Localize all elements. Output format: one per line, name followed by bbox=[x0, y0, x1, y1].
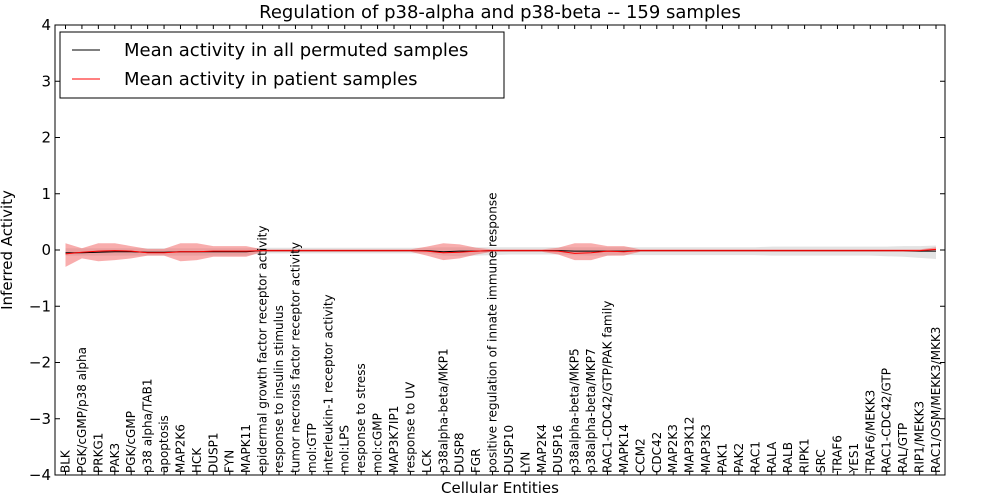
x-tick-label: FYN bbox=[223, 450, 237, 473]
x-axis-ticks: BLK PGK/cGMP/p38 alpha PRKG1 PAK3 PGK/cGMP p3… bbox=[59, 25, 943, 475]
x-tick-label: DUSP10 bbox=[502, 425, 516, 473]
x-tick-label: TRAF6 bbox=[831, 435, 845, 474]
y-tick-label: −4 bbox=[29, 466, 51, 484]
x-tick-label: MAP2K4 bbox=[535, 424, 549, 473]
patient-mean-line bbox=[65, 248, 937, 255]
y-tick-label: −2 bbox=[29, 354, 51, 372]
x-tick-label: PRKG1 bbox=[91, 433, 105, 473]
x-tick-label: mol:GTP bbox=[305, 423, 319, 473]
x-tick-label: YES1 bbox=[847, 443, 861, 474]
x-tick-label: p38alpha-beta/MKP7 bbox=[584, 348, 598, 473]
legend-box bbox=[59, 31, 505, 99]
x-tick-label: MAPK11 bbox=[239, 424, 253, 473]
legend: Mean activity in all permuted samples Mea… bbox=[59, 31, 505, 99]
x-tick-label: HCK bbox=[190, 447, 204, 473]
legend-label-permuted: Mean activity in all permuted samples bbox=[124, 40, 468, 61]
x-tick-label: RIP1/MEKK3 bbox=[913, 401, 927, 473]
x-tick-label: TRAF6/MEKK3 bbox=[863, 390, 877, 474]
x-tick-label: epidermal growth factor receptor activit… bbox=[256, 226, 270, 473]
x-tick-label: DUSP1 bbox=[206, 432, 220, 473]
x-tick-label: CDC42 bbox=[650, 432, 664, 473]
x-tick-label: apoptosis bbox=[157, 415, 171, 473]
permuted-band-layer bbox=[65, 245, 936, 259]
x-tick-label: MAPK14 bbox=[617, 424, 631, 473]
permuted-band bbox=[65, 245, 936, 259]
x-tick-label: FGR bbox=[469, 448, 483, 473]
x-tick-label: mol:cGMP bbox=[371, 413, 385, 473]
x-tick-label: tumor necrosis factor receptor activity bbox=[288, 242, 302, 473]
x-tick-label: RALA bbox=[765, 441, 779, 473]
chart-title: Regulation of p38-alpha and p38-beta -- … bbox=[259, 2, 741, 23]
series-line-layer bbox=[65, 248, 937, 255]
x-tick-label: RAC1 bbox=[748, 441, 762, 473]
x-tick-label: PGK/cGMP bbox=[124, 411, 138, 473]
x-tick-label: PAK3 bbox=[108, 443, 122, 473]
y-tick-label: 0 bbox=[41, 241, 51, 259]
x-tick-label: MAP3K12 bbox=[683, 416, 697, 473]
x-tick-label: RIPK1 bbox=[798, 438, 812, 473]
x-tick-label: RAC1-CDC42/GTP/PAK family bbox=[601, 301, 615, 473]
y-tick-label: 1 bbox=[41, 185, 51, 203]
x-axis-label: Cellular Entities bbox=[441, 479, 559, 497]
patient-band-layer bbox=[65, 243, 936, 267]
x-tick-label: LYN bbox=[518, 452, 532, 473]
y-tick-label: −1 bbox=[29, 297, 51, 315]
y-tick-label: 2 bbox=[41, 129, 51, 147]
x-tick-label: response to stress bbox=[354, 363, 368, 473]
x-tick-label: positive regulation of innate immune res… bbox=[486, 193, 500, 473]
y-tick-label: 3 bbox=[41, 72, 51, 90]
x-tick-label: PGK/cGMP/p38 alpha bbox=[75, 347, 89, 473]
legend-label-patient: Mean activity in patient samples bbox=[124, 69, 418, 90]
x-tick-label: RAC1/OSM/MEKK3/MKK3 bbox=[929, 327, 943, 473]
x-tick-label: RALB bbox=[781, 442, 795, 473]
x-tick-label: MAP2K6 bbox=[174, 424, 188, 473]
x-tick-label: RAC1-CDC42/GTP bbox=[880, 368, 894, 473]
x-tick-label: MAP2K3 bbox=[666, 424, 680, 473]
x-tick-label: PAK2 bbox=[732, 443, 746, 473]
y-axis-label: Inferred Activity bbox=[0, 190, 16, 310]
y-tick-label: −3 bbox=[29, 410, 51, 428]
x-tick-label: p38 alpha/TAB1 bbox=[141, 379, 155, 473]
x-tick-label: MAP3K3 bbox=[699, 424, 713, 473]
x-tick-label: SRC bbox=[814, 449, 828, 473]
x-tick-label: CCM2 bbox=[633, 438, 647, 473]
x-tick-label: interleukin-1 receptor activity bbox=[321, 294, 335, 473]
x-tick-label: DUSP8 bbox=[453, 432, 467, 473]
x-tick-label: LCK bbox=[420, 449, 434, 473]
x-tick-label: MAP3K7IP1 bbox=[387, 406, 401, 473]
patient-band bbox=[65, 243, 936, 267]
x-tick-label: response to insulin stimulus bbox=[272, 305, 286, 473]
y-axis-ticks: 4 3 2 1 0 −1 −2 −3 −4 bbox=[29, 16, 945, 484]
x-tick-label: mol:LPS bbox=[338, 425, 352, 473]
x-tick-label: p38alpha-beta/MKP5 bbox=[568, 348, 582, 473]
x-tick-label: BLK bbox=[59, 449, 73, 473]
x-tick-label: response to UV bbox=[403, 381, 417, 473]
x-tick-label: p38alpha-beta/MKP1 bbox=[436, 348, 450, 473]
y-tick-label: 4 bbox=[41, 16, 51, 34]
x-tick-label: DUSP16 bbox=[551, 425, 565, 473]
x-tick-label: PAK1 bbox=[716, 443, 730, 473]
x-tick-label: RAL/GTP bbox=[896, 423, 910, 473]
